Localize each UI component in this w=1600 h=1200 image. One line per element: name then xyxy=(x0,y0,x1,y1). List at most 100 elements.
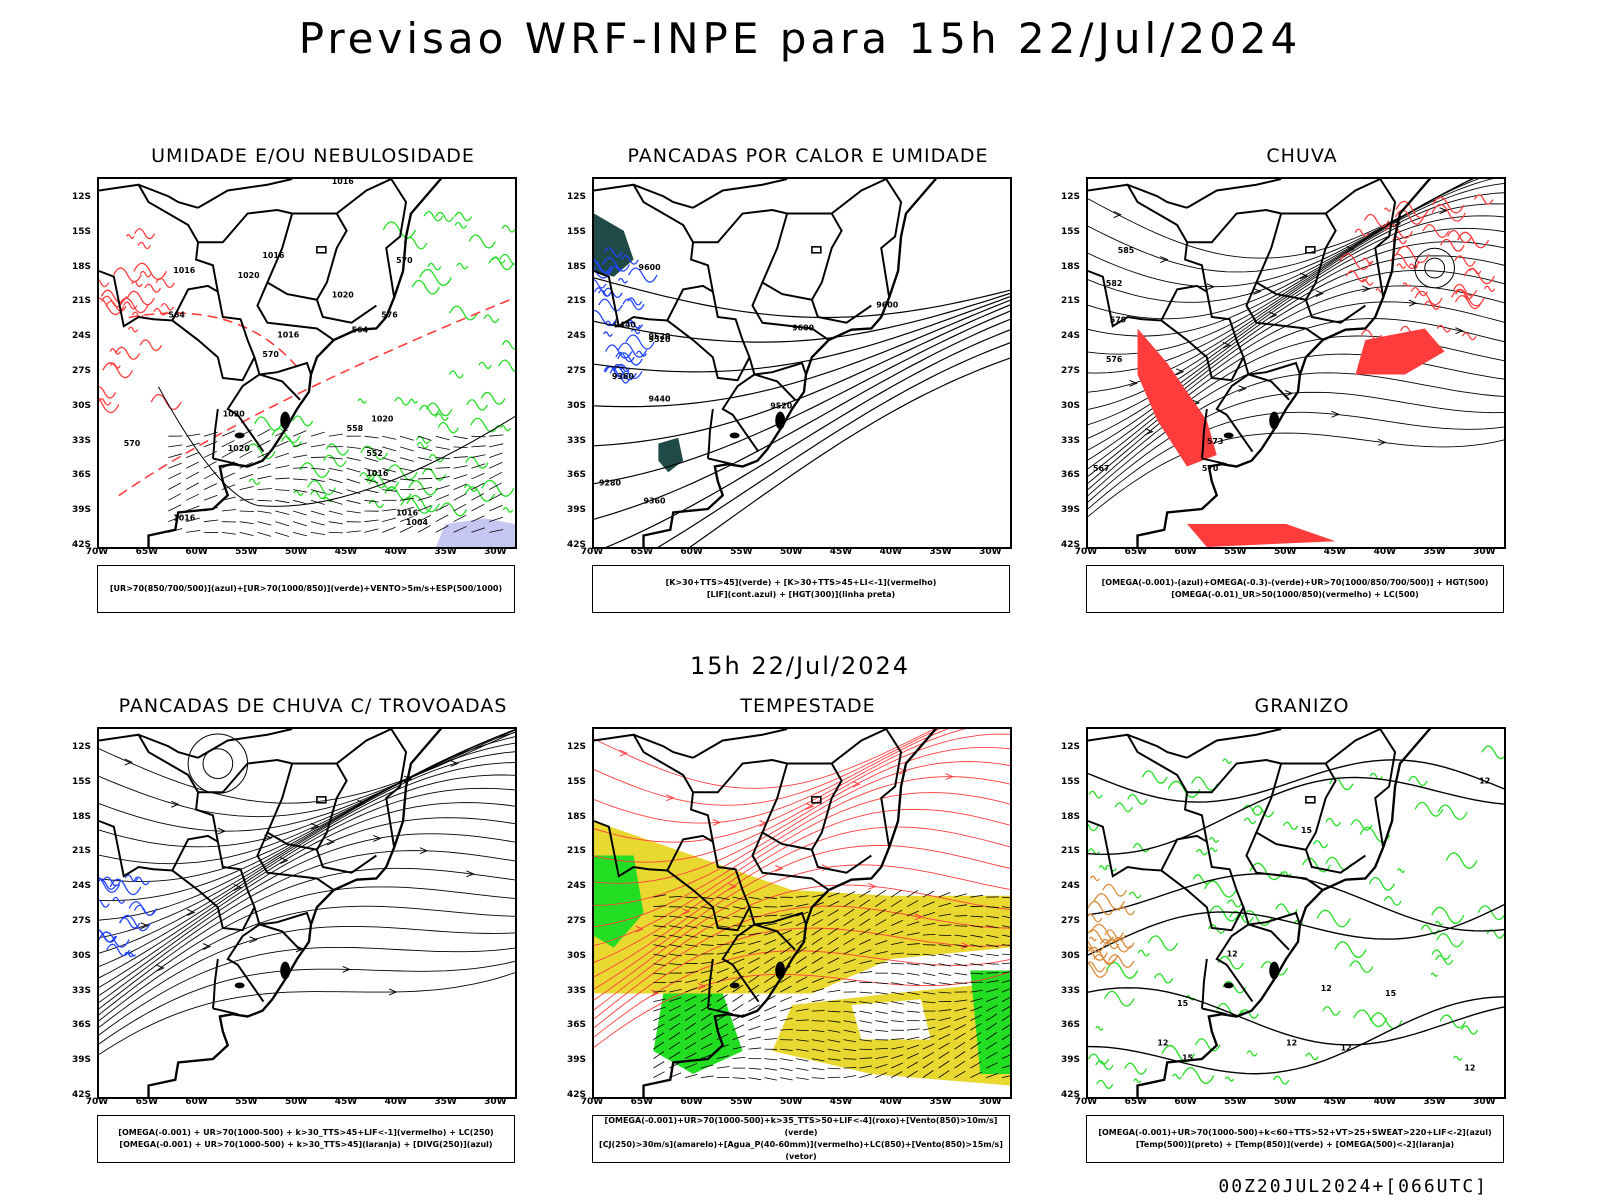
contour-label: 1020 xyxy=(332,291,355,300)
lon-tick-label: 35W xyxy=(929,1097,952,1107)
lon-tick-label: 30W xyxy=(484,547,507,557)
lat-tick-label: 42S xyxy=(71,1090,91,1100)
lon-tick-label: 65W xyxy=(1124,1097,1148,1107)
lon-tick-label: 50W xyxy=(779,547,803,557)
lat-tick-label: 36S xyxy=(1060,470,1080,481)
contour-label: 1020 xyxy=(371,414,394,423)
panel-title: TEMPESTADE xyxy=(740,695,876,717)
lon-tick-label: 50W xyxy=(1273,547,1297,557)
lat-tick-label: 24S xyxy=(566,881,586,892)
legend-line: [OMEGA(-0.001)+UR>70(1000-500)+k<60+TTS>… xyxy=(1098,1128,1492,1137)
lat-tick-label: 27S xyxy=(1060,366,1080,376)
contour-label: 576 xyxy=(381,310,398,319)
lon-tick-label: 35W xyxy=(434,547,457,557)
rain-red-area xyxy=(1137,328,1217,467)
lat-tick-label: 15S xyxy=(71,776,91,787)
contour-label: 12 xyxy=(1286,1039,1297,1048)
lat-tick-label: 30S xyxy=(1060,400,1080,411)
panel-title: GRANIZO xyxy=(1254,695,1350,717)
lon-tick-label: 55W xyxy=(235,1097,258,1107)
lat-tick-label: 39S xyxy=(1060,505,1080,516)
contour-label: 1020 xyxy=(223,409,246,418)
lon-tick-label: 45W xyxy=(334,1097,358,1107)
lat-tick-label: 12S xyxy=(1060,192,1080,202)
contour-label: 1016 xyxy=(366,469,389,478)
lat-tick-label: 24S xyxy=(1060,331,1080,342)
panel-legend: [UR>70(850/700/500)](azul)+[UR>70(1000/8… xyxy=(97,565,515,613)
contour-label: 1016 xyxy=(277,330,300,339)
lon-tick-label: 60W xyxy=(185,547,208,557)
temp500-contour xyxy=(1088,904,1504,956)
contour-label: 9520 xyxy=(648,335,671,344)
lon-tick-label: 35W xyxy=(434,1097,457,1107)
lat-tick-label: 21S xyxy=(1060,846,1080,857)
lat-tick-label: 42S xyxy=(1060,1090,1080,1100)
lat-tick-label: 42S xyxy=(71,540,91,550)
legend-line: [Temp(500)](preto) + [Temp(850)](verde) … xyxy=(1135,1140,1455,1149)
lat-tick-label: 21S xyxy=(71,846,91,857)
panel-title: PANCADAS POR CALOR E UMIDADE xyxy=(627,145,989,167)
contour-label: 15 xyxy=(1182,1053,1193,1062)
lat-tick-label: 18S xyxy=(1060,261,1080,272)
contour-label: 570 xyxy=(124,439,141,448)
panel-legend: [K>30+TTS>45](verde) + [K>30+TTS>45+LI<-… xyxy=(592,565,1010,613)
lon-tick-label: 30W xyxy=(484,1097,507,1107)
contour-label: 570 xyxy=(262,350,279,359)
rain-red-area-3 xyxy=(1187,524,1336,547)
map-panel: 12 15 15 12 12 12 15 12 15 12 12 xyxy=(1086,727,1506,1099)
lat-tick-label: 12S xyxy=(71,192,91,202)
map-panel: 9600 9600 9600 9520 9520 9440 9360 9440 9280 9360… xyxy=(592,177,1012,549)
contour-label: 12 xyxy=(1227,950,1238,959)
lon-tick-label: 40W xyxy=(384,1097,408,1107)
lat-tick-label: 24S xyxy=(566,331,586,342)
lon-tick-label: 40W xyxy=(1373,1097,1397,1107)
wind-vectors xyxy=(653,889,1010,1081)
panel-legend: [OMEGA(-0.001)+UR>70(1000-500)+k>35_TTS>… xyxy=(592,1115,1010,1163)
panel-legend: [OMEGA(-0.001)-(azul)+OMEGA(-0.3)-(verde… xyxy=(1086,565,1504,613)
legend-line: [UR>70(850/700/500)](azul)+[UR>70(1000/8… xyxy=(109,584,503,593)
lon-tick-label: 65W xyxy=(135,1097,159,1107)
instability-green-shade xyxy=(594,213,634,277)
wind-green-area-3 xyxy=(970,970,1010,1075)
lon-tick-label: 60W xyxy=(680,1097,703,1107)
lat-tick-label: 33S xyxy=(1060,435,1080,446)
lat-tick-label: 27S xyxy=(1060,916,1080,926)
lat-tick-label: 36S xyxy=(1060,1020,1080,1031)
lon-tick-label: 55W xyxy=(1224,1097,1247,1107)
panel-title: PANCADAS DE CHUVA C/ TROVOADAS xyxy=(118,695,508,717)
temp500-contour xyxy=(1088,873,1504,932)
temp500-contour xyxy=(1088,996,1504,1075)
lon-tick-label: 65W xyxy=(135,547,159,557)
lat-tick-label: 39S xyxy=(71,505,91,516)
run-timestamp: 00Z20JUL2024+[066UTC] xyxy=(1218,1176,1488,1197)
map-plot: 12 15 15 12 12 12 15 12 15 12 12 xyxy=(1088,729,1504,1097)
lat-tick-label: 24S xyxy=(71,331,91,342)
contour-label: 9440 xyxy=(648,395,671,404)
panel-title: CHUVA xyxy=(1266,145,1338,167)
lat-tick-label: 18S xyxy=(566,261,586,272)
lon-tick-label: 30W xyxy=(979,1097,1002,1107)
lat-tick-label: 27S xyxy=(71,366,91,376)
map-panel: 1016 1016 1016 1020 1020 1016 1020 1020 1016 1020… xyxy=(97,177,517,549)
lat-tick-label: 36S xyxy=(71,470,91,481)
lat-tick-label: 30S xyxy=(71,950,91,961)
lon-tick-label: 65W xyxy=(630,1097,654,1107)
lon-tick-label: 55W xyxy=(1224,547,1247,557)
map-borders xyxy=(1088,179,1432,547)
lat-tick-label: 33S xyxy=(71,985,91,996)
map-borders xyxy=(594,729,938,1097)
contour-label: 1016 xyxy=(396,508,419,517)
lon-tick-label: 45W xyxy=(334,547,358,557)
lon-tick-label: 60W xyxy=(1174,547,1197,557)
lat-tick-label: 15S xyxy=(1060,226,1080,237)
lon-tick-label: 45W xyxy=(829,547,853,557)
lon-tick-label: 30W xyxy=(1473,1097,1496,1107)
lat-tick-label: 12S xyxy=(566,742,586,752)
map-plot: 1016 1016 1016 1020 1020 1016 1020 1020 1016 1020… xyxy=(99,179,515,547)
instability-green-shade-2 xyxy=(658,437,684,473)
lon-tick-label: 60W xyxy=(185,1097,208,1107)
contour-label: 9440 xyxy=(614,320,637,329)
mid-title: 15h 22/Jul/2024 xyxy=(689,652,911,680)
contour-label: 1004 xyxy=(406,518,429,527)
contour-label: 12 xyxy=(1321,984,1332,993)
